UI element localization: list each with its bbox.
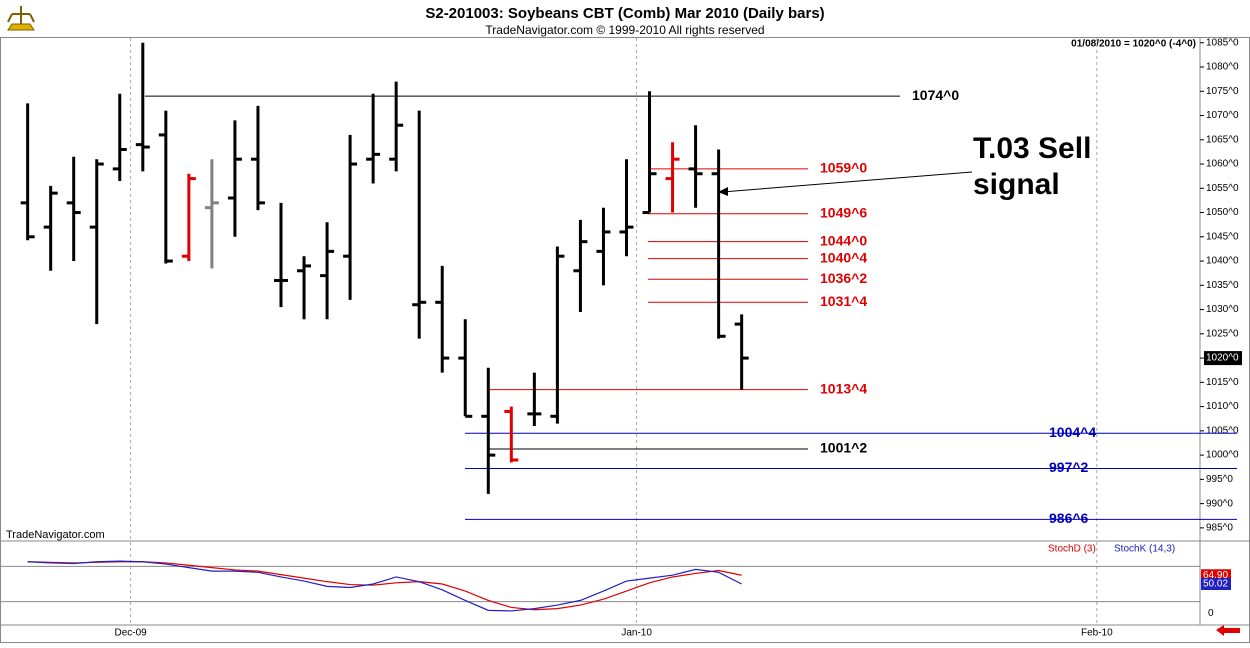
level-label: 1049^6 [820,204,867,220]
last-value-label: 64.90 [1203,570,1228,581]
y-tick-label: 1040^0 [1206,256,1239,267]
y-tick-label: 1050^0 [1206,207,1239,218]
y-tick-label: 1035^0 [1206,280,1239,291]
level-label: 1036^2 [820,270,867,286]
y-tick-label: 1005^0 [1206,425,1239,436]
level-label: 1031^4 [820,293,867,309]
level-label: 1040^4 [820,249,867,265]
legend-entry: StochD (3) [1048,544,1096,555]
y-tick-label: 995^0 [1206,474,1233,485]
annotation-arrow [721,171,973,193]
level-label: 1074^0 [912,87,959,103]
y-tick-label: 1030^0 [1206,304,1239,315]
y-tick-label: 1015^0 [1206,377,1239,388]
last-value-label: 50.02 [1203,579,1228,590]
level-label: 1059^0 [820,160,867,176]
level-label: 1004^4 [1049,424,1096,440]
legend-entry: StochK (14,3) [1114,544,1175,555]
y-tick-label: 1075^0 [1206,86,1239,97]
annotation: T.03 Sell signal [973,132,1091,201]
level-label: 1044^0 [820,232,867,248]
y-tick-label: 1080^0 [1206,62,1239,73]
window-title: S2-201003: Soybeans CBT (Comb) Mar 2010 … [425,5,824,22]
last-price-box [1204,351,1242,366]
y-tick-label: 990^0 [1206,498,1233,509]
logo [7,6,35,31]
watermark: TradeNavigator.com [6,529,105,541]
last-value-box [1201,577,1231,590]
y-tick-label: 1000^0 [1206,450,1239,461]
annotation-line: signal [973,168,1060,201]
y-tick-label: 985^0 [1206,523,1233,534]
stoch-line [27,560,742,612]
level-label: 1013^4 [820,380,867,396]
level-label: 997^2 [1049,459,1089,475]
stoch-tick-label: 0 [1208,608,1214,619]
window-subtitle: TradeNavigator.com © 1999-2010 All right… [485,23,764,37]
y-tick-label: 1055^0 [1206,183,1239,194]
annotation-line: T.03 Sell [973,132,1091,165]
annotation-arrowhead [718,187,728,196]
level-label: 986^6 [1049,510,1089,526]
y-tick-label: 1045^0 [1206,231,1239,242]
y-tick-label: 1025^0 [1206,328,1239,339]
level-label: 1001^2 [820,440,867,456]
y-tick-label: 1085^0 [1206,37,1239,48]
y-tick-label: 1065^0 [1206,134,1239,145]
x-tick-label: Jan-10 [621,628,652,639]
x-tick-label: Feb-10 [1081,628,1113,639]
x-tick-label: Dec-09 [114,628,147,639]
scroll-arrow[interactable] [1216,625,1240,636]
y-tick-label: 1070^0 [1206,110,1239,121]
price-header: 01/08/2010 = 1020^0 (-4^0) [1071,39,1196,50]
last-price-label: 1020^0 [1206,353,1239,364]
y-tick-label: 1060^0 [1206,159,1239,170]
y-tick-label: 1010^0 [1206,401,1239,412]
